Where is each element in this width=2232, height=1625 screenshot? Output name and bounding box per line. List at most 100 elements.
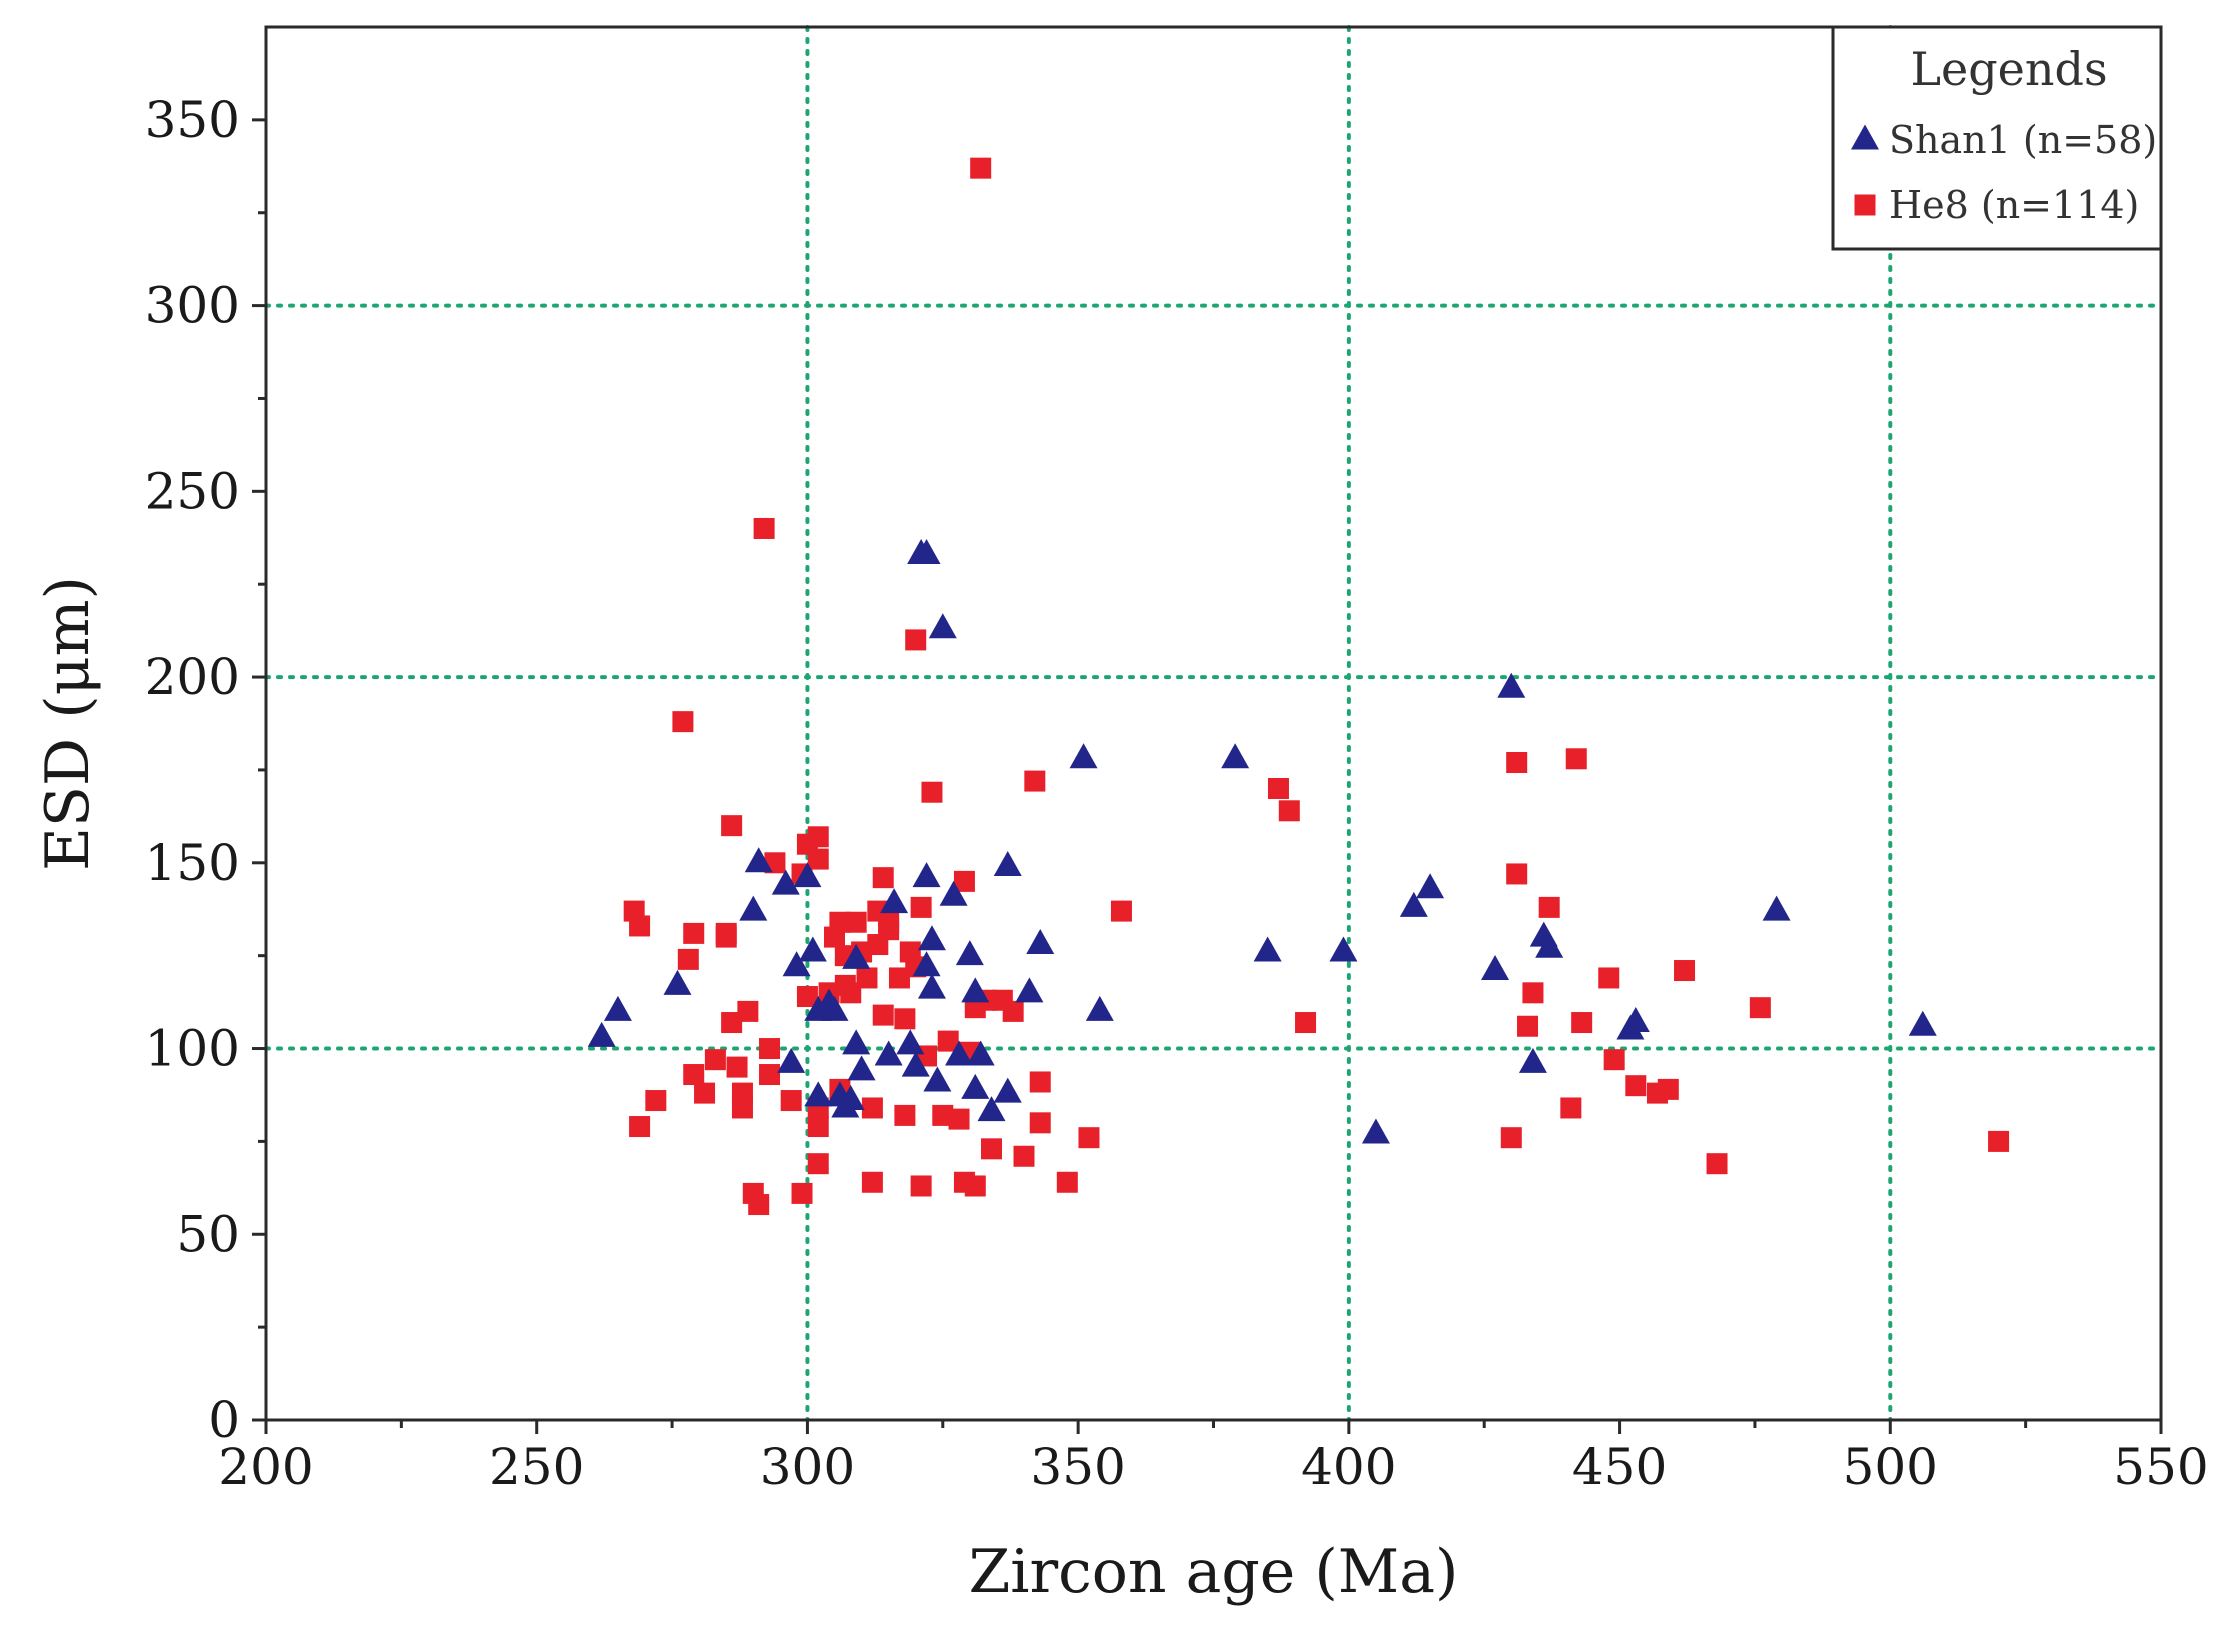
shan1-point (842, 1029, 871, 1055)
he8-point (1506, 752, 1528, 774)
he8-point (872, 1004, 894, 1026)
he8-point (1110, 900, 1132, 922)
y-tick-label: 50 (176, 1205, 240, 1263)
he8-point (1506, 863, 1528, 885)
x-tick-label: 300 (760, 1438, 855, 1496)
shan1-point (1026, 929, 1055, 955)
he8-point (872, 867, 894, 889)
shan1-point (1085, 995, 1114, 1021)
he8-point (888, 967, 910, 989)
he8-point (726, 1056, 748, 1078)
shan1-point (993, 851, 1022, 877)
x-tick-label: 550 (2113, 1438, 2208, 1496)
he8-point (721, 1012, 743, 1034)
he8-point (1571, 1012, 1593, 1034)
shan1-point (1329, 936, 1358, 962)
shan1-point (945, 1040, 974, 1066)
shan1-point (955, 940, 984, 966)
shan1-point (896, 1029, 925, 1055)
shan1-point (928, 613, 957, 639)
he8-point (1024, 770, 1046, 792)
shan1-point (912, 538, 941, 564)
he8-point (861, 1171, 883, 1193)
he8-point (748, 1194, 770, 1216)
y-tick-label: 300 (145, 277, 240, 335)
he8-point (932, 1104, 954, 1126)
he8-point (721, 815, 743, 837)
he8-point (894, 1008, 916, 1030)
he8-point (807, 848, 829, 870)
shan1-point (923, 1066, 952, 1092)
x-tick-label: 450 (1572, 1438, 1667, 1496)
he8-point (953, 870, 975, 892)
shan1-point (874, 1040, 903, 1066)
x-axis-title: Zircon age (Ma) (969, 1537, 1459, 1607)
he8-point (845, 911, 867, 933)
shan1-point (917, 925, 946, 951)
he8-point (856, 967, 878, 989)
shan1-point (820, 995, 849, 1021)
shan1-point (603, 995, 632, 1021)
shan1-point (777, 1047, 806, 1073)
axis-ticks (252, 118, 2163, 1434)
legend: Legends Shan1 (n=58) He8 (n=114) (1831, 25, 2163, 251)
shan1-point (744, 847, 773, 873)
legend-box (1831, 25, 2163, 251)
shan1-point (1253, 936, 1282, 962)
shan1-point (1221, 743, 1250, 769)
he8-point (796, 986, 818, 1008)
he8-point (759, 1064, 781, 1086)
y-tick-label: 0 (208, 1391, 240, 1449)
he8-point (677, 948, 699, 970)
he8-point (905, 629, 927, 651)
x-tick-label: 500 (1843, 1438, 1938, 1496)
he8-point (1657, 1078, 1679, 1100)
shan1-point (966, 1040, 995, 1066)
he8-point (1625, 1075, 1647, 1097)
he8-point (1029, 1112, 1051, 1134)
shan1-point (771, 869, 800, 895)
x-tick-label: 250 (489, 1438, 584, 1496)
y-tick-label: 150 (145, 834, 240, 892)
data-points (587, 157, 2010, 1216)
he8-point (1522, 982, 1544, 1004)
he8-point (753, 517, 775, 539)
he8-point (759, 1038, 781, 1060)
x-tick-label: 400 (1301, 1438, 1396, 1496)
he8-point (1538, 896, 1560, 918)
he8-point (807, 826, 829, 848)
he8-point (1029, 1071, 1051, 1093)
he8-point (840, 982, 862, 1004)
shan1-point (993, 1077, 1022, 1103)
he8-point (1565, 748, 1587, 770)
he8-point (1598, 967, 1620, 989)
y-tick-label: 250 (145, 462, 240, 520)
legend-he8-marker (1854, 194, 1876, 216)
shan1-point (793, 862, 822, 888)
shan1-point (663, 969, 692, 995)
shan1-point (1762, 895, 1791, 921)
shan1-point (1535, 932, 1564, 958)
he8-point (672, 711, 694, 733)
shan1-point (836, 1085, 865, 1111)
he8-point (780, 1090, 802, 1112)
he8-point (921, 781, 943, 803)
he8-point (683, 922, 705, 944)
he8-point (964, 1175, 986, 1197)
he8-point (683, 1064, 705, 1086)
shan1-point (804, 1081, 833, 1107)
y-tick-label: 350 (145, 91, 240, 149)
he8-point (829, 911, 851, 933)
shan1-point (1399, 891, 1428, 917)
he8-point (1517, 1015, 1539, 1037)
he8-point (1078, 1127, 1100, 1149)
shan1-point (587, 1021, 616, 1047)
he8-point (970, 157, 992, 179)
x-tick-label: 350 (1030, 1438, 1125, 1496)
he8-point (737, 1000, 759, 1022)
shan1-point (961, 977, 990, 1003)
he8-point (948, 1108, 970, 1130)
shan1-point (961, 1073, 990, 1099)
he8-point (878, 911, 900, 933)
